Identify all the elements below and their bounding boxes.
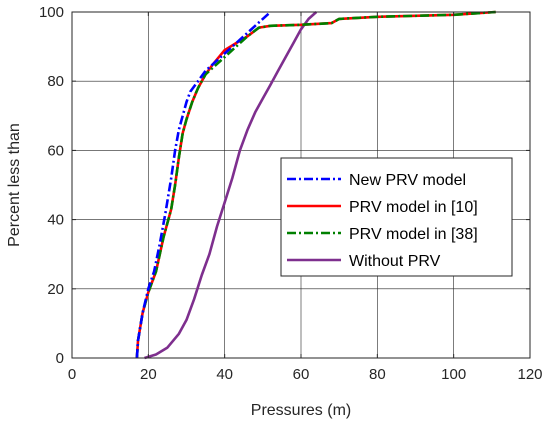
legend-entries: New PRV model PRV model in [10] PRV model … [287,172,478,270]
x-tick-label: 100 [441,366,466,383]
axis-ticks: 0 20 40 60 80 100 120 0 20 40 60 80 100 [39,4,543,383]
series-line-3 [135,10,496,359]
x-tick-label: 60 [293,366,310,383]
legend: New PRV model PRV model in [10] PRV model … [280,157,513,277]
y-axis-label: Percent less than [6,123,23,247]
x-tick-label: 80 [369,366,386,383]
y-tick-label: 100 [39,4,64,21]
x-tick-label: 120 [517,366,542,383]
legend-box [280,157,513,277]
legend-label-4: Without PRV [349,253,441,270]
y-tick-label: 60 [47,142,64,159]
x-tick-label: 20 [140,366,157,383]
series-line-4 [144,11,318,360]
x-tick-label: 0 [68,366,76,383]
legend-label-1: New PRV model [349,172,466,189]
series-lines [135,10,496,360]
x-axis-label: Pressures (m) [251,402,351,419]
x-tick-label: 40 [216,366,233,383]
y-tick-label: 40 [47,212,64,229]
legend-label-3: PRV model in [38] [349,226,478,243]
y-tick-label: 80 [47,73,64,90]
series-line-1 [135,11,272,359]
legend-label-2: PRV model in [10] [349,199,478,216]
y-tick-label: 20 [47,281,64,298]
y-tick-label: 0 [56,350,64,367]
